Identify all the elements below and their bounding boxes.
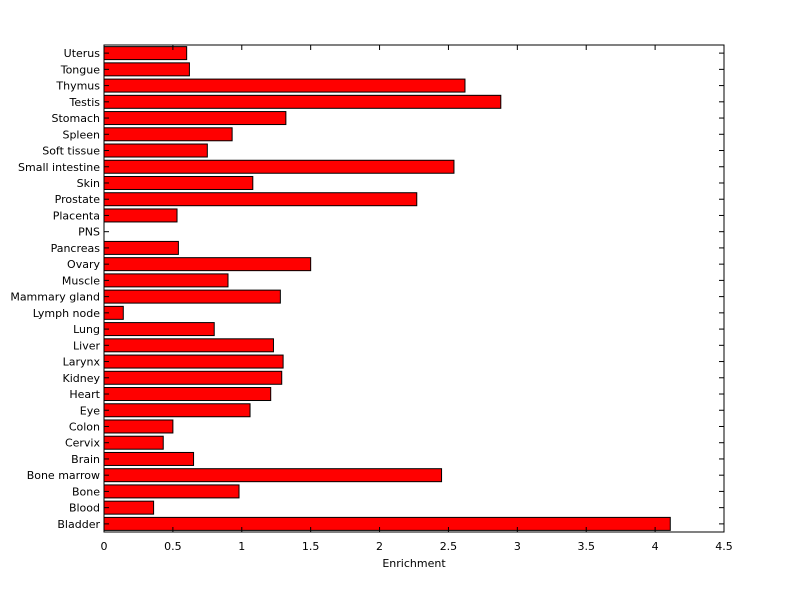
y-tick-label: Blood	[69, 502, 100, 515]
bar-testis	[103, 94, 502, 109]
bar-bone	[103, 484, 240, 499]
x-tick-label: 3	[514, 540, 521, 553]
y-tick-label: Bladder	[57, 518, 100, 531]
y-tick-label: Skin	[77, 177, 100, 190]
y-tick-label: PNS	[78, 226, 100, 239]
y-tick-label: Eye	[80, 404, 100, 417]
x-tick-label: 2	[376, 540, 383, 553]
bar-muscle	[103, 273, 229, 288]
y-tick-label: Small intestine	[18, 161, 100, 174]
x-tick-label: 4	[652, 540, 659, 553]
y-tick-label: Lung	[73, 323, 100, 336]
bar-brain	[103, 451, 195, 466]
x-tick-label: 0.5	[164, 540, 182, 553]
y-tick-label: Prostate	[55, 193, 101, 206]
y-tick-label: Pancreas	[51, 242, 101, 255]
y-tick-label: Testis	[69, 96, 101, 109]
bar-bone-marrow	[103, 468, 443, 483]
bar-lung	[103, 322, 215, 337]
bar-prostate	[103, 192, 418, 207]
bar-stomach	[103, 111, 287, 126]
x-tick-label: 3.5	[577, 540, 595, 553]
bar-ovary	[103, 257, 312, 272]
bar-skin	[103, 175, 254, 190]
y-tick-label: Placenta	[53, 209, 100, 222]
labels-layer: Bladder Blood Bone Bone marrow Brain Cervix Co…	[10, 47, 732, 553]
bar-tongue	[103, 62, 190, 77]
y-tick-label: Brain	[71, 453, 100, 466]
bar-soft-tissue	[103, 143, 208, 158]
x-tick-label: 0	[101, 540, 108, 553]
bar-uterus	[103, 46, 188, 61]
bars-layer	[103, 46, 671, 531]
ticks-layer	[103, 45, 725, 532]
bar-spleen	[103, 127, 233, 142]
y-tick-label: Thymus	[55, 80, 100, 93]
bar-placenta	[103, 208, 178, 223]
bar-liver	[103, 338, 274, 353]
x-tick-label: 2.5	[440, 540, 458, 553]
bar-mammary-gland	[103, 289, 281, 304]
y-tick-label: Tongue	[60, 63, 101, 76]
x-tick-label: 1	[238, 540, 245, 553]
y-tick-label: Larynx	[63, 356, 101, 369]
bar-bladder	[103, 516, 671, 531]
y-tick-label: Spleen	[62, 128, 100, 141]
bar-kidney	[103, 370, 283, 385]
y-tick-label: Soft tissue	[42, 145, 100, 158]
y-tick-label: Uterus	[64, 47, 101, 60]
y-tick-label: Muscle	[62, 274, 100, 287]
y-tick-label: Liver	[73, 339, 100, 352]
y-tick-label: Heart	[69, 388, 100, 401]
y-tick-label: Bone	[72, 485, 100, 498]
x-axis-label: Enrichment	[382, 557, 446, 570]
x-tick-label: 1.5	[302, 540, 320, 553]
y-tick-label: Ovary	[67, 258, 100, 271]
bar-blood	[103, 500, 155, 515]
bar-eye	[103, 403, 251, 418]
bar-thymus	[103, 78, 466, 93]
y-tick-label: Stomach	[51, 112, 100, 125]
y-tick-label: Colon	[69, 420, 100, 433]
bar-heart	[103, 387, 272, 402]
x-tick-label: 4.5	[715, 540, 733, 553]
y-tick-label: Lymph node	[33, 307, 100, 320]
bar-colon	[103, 419, 174, 434]
bar-larynx	[103, 354, 284, 369]
y-tick-label: Kidney	[62, 372, 100, 385]
plot-frame	[103, 44, 725, 533]
y-tick-label: Cervix	[65, 437, 101, 450]
y-tick-label: Mammary gland	[10, 291, 100, 304]
bar-small-intestine	[103, 159, 455, 174]
bar-pancreas	[103, 240, 179, 255]
bar-cervix	[103, 435, 164, 450]
y-tick-label: Bone marrow	[27, 469, 100, 482]
